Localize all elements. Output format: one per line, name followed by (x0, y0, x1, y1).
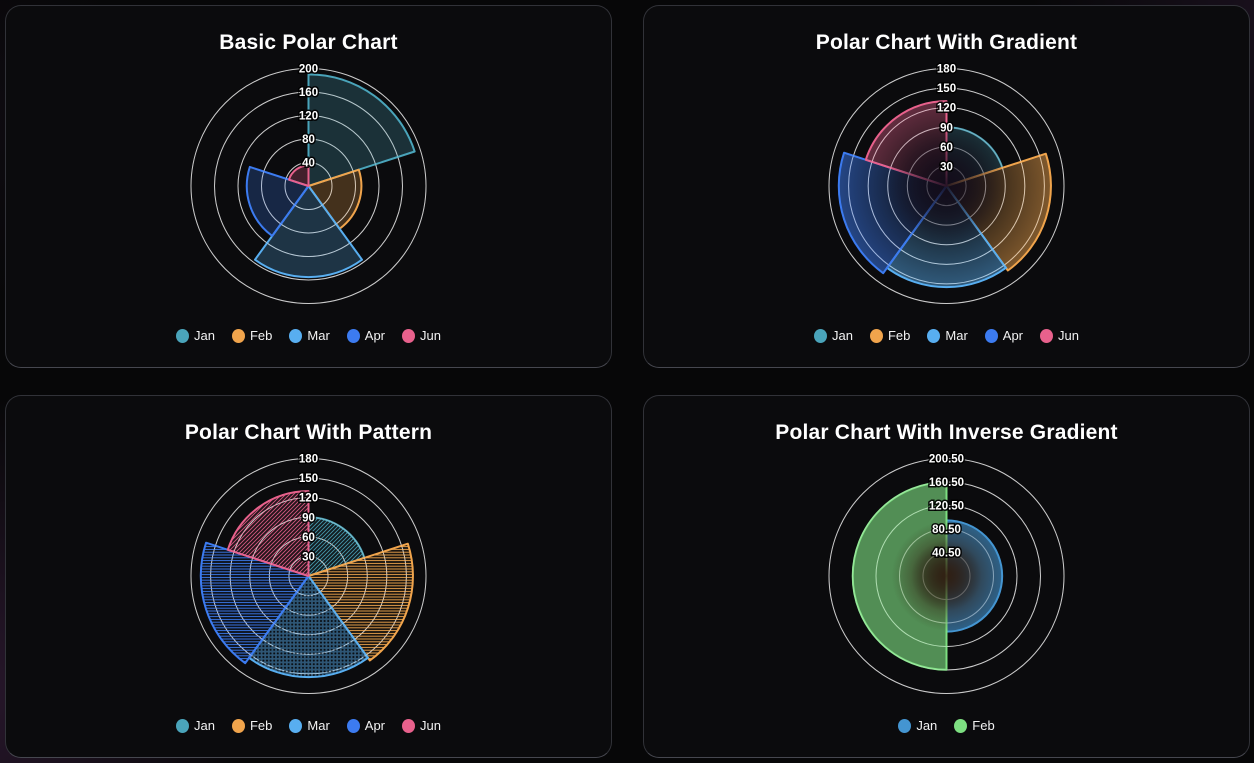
legend-item-jan[interactable]: Jan (814, 328, 853, 343)
legend-marker-feb (869, 328, 883, 343)
polar-chart-canvas-3[interactable]: 40.50 80.50 120.50 160.50 200.50 (644, 450, 1249, 702)
polar-chart-canvas-0[interactable]: 40 80 120 160 200 (6, 60, 611, 312)
legend-marker-apr (984, 328, 998, 343)
legend-item-apr[interactable]: Apr (346, 718, 386, 733)
legend-label: Feb (972, 718, 995, 733)
legend-item-jan[interactable]: Jan (898, 718, 937, 733)
polar-plot-gradient: 30 60 90 120 150 180 (644, 60, 1249, 312)
legend-marker-jan (898, 718, 912, 733)
polar-plot-basic: 40 80 120 160 200 (6, 60, 611, 312)
radial-tick-label: 200 (299, 64, 318, 76)
legend-marker-jan (176, 328, 190, 343)
radial-tick-label: 150 (937, 83, 956, 95)
legend-marker-mar (289, 718, 303, 733)
legend-label: Jan (194, 718, 215, 733)
polar-chart-canvas-2[interactable]: 30 60 90 120 150 180 (6, 450, 611, 702)
legend-inverse-gradient: Jan Feb (898, 718, 995, 733)
legend-label: Apr (364, 718, 386, 733)
legend-label: Jun (1058, 328, 1079, 343)
card-pattern-polar-chart: Polar Chart With Pattern 30 60 90 120 150 180… (5, 395, 612, 758)
radial-tick-label: 30 (302, 551, 315, 563)
radial-tick-label: 60 (302, 532, 315, 544)
radial-tick-label: 90 (940, 122, 953, 134)
legend-item-apr[interactable]: Apr (984, 328, 1024, 343)
radial-tick-label: 90 (302, 512, 315, 524)
radial-tick-label: 120.50 (929, 501, 964, 513)
radial-tick-label: 200.50 (929, 454, 964, 466)
radial-tick-label: 160 (299, 87, 318, 99)
legend-item-mar[interactable]: Mar (289, 718, 330, 733)
legend-item-jan[interactable]: Jan (176, 718, 215, 733)
radial-tick-label: 80.50 (932, 524, 961, 536)
radial-tick-label: 150 (299, 473, 318, 485)
legend-label: Apr (364, 328, 386, 343)
radial-tick-label: 120 (299, 493, 318, 505)
radial-tick-label: 180 (937, 64, 956, 76)
chart-title-basic: Basic Polar Chart (219, 31, 398, 54)
legend-marker-feb (231, 718, 245, 733)
legend-marker-jan (176, 718, 190, 733)
legend-label: Feb (249, 328, 273, 343)
legend-marker-mar (927, 328, 941, 343)
chart-title-inverse-gradient: Polar Chart With Inverse Gradient (775, 421, 1118, 444)
legend-item-jun[interactable]: Jun (402, 328, 441, 343)
legend-item-jun[interactable]: Jun (402, 718, 441, 733)
legend-label: Feb (249, 718, 273, 733)
legend-marker-jun (1040, 328, 1054, 343)
legend-item-mar[interactable]: Mar (289, 328, 330, 343)
legend-label: Mar (307, 328, 330, 343)
legend-marker-jun (402, 328, 416, 343)
polar-plot-pattern: 30 60 90 120 150 180 (6, 450, 611, 702)
legend-label: Jan (194, 328, 215, 343)
radial-tick-label: 30 (940, 161, 953, 173)
chart-title-gradient: Polar Chart With Gradient (815, 31, 1078, 54)
legend-label: Mar (307, 718, 330, 733)
legend-item-feb[interactable]: Feb (231, 718, 273, 733)
legend-label: Jan (832, 328, 853, 343)
legend-item-mar[interactable]: Mar (927, 328, 968, 343)
legend-item-feb[interactable]: Feb (869, 328, 911, 343)
card-basic-polar-chart: Basic Polar Chart 40 80 120 160 200 Jan Feb Ma… (5, 5, 612, 368)
legend-label: Jan (916, 718, 938, 733)
legend-item-jun[interactable]: Jun (1040, 328, 1079, 343)
radial-tick-label: 180 (299, 454, 318, 466)
radial-tick-label: 120 (299, 111, 318, 123)
legend-item-jan[interactable]: Jan (176, 328, 215, 343)
legend-marker-feb (231, 328, 245, 343)
legend-marker-mar (289, 328, 303, 343)
radial-tick-label: 60 (940, 142, 953, 154)
radial-tick-label: 160.50 (929, 477, 964, 489)
legend-label: Apr (1002, 328, 1024, 343)
legend-marker-jun (402, 718, 416, 733)
legend-marker-apr (346, 328, 360, 343)
radial-tick-label: 120 (937, 103, 956, 115)
legend-marker-feb (954, 718, 968, 733)
legend-marker-apr (346, 718, 360, 733)
polar-chart-canvas-1[interactable]: 30 60 90 120 150 180 (644, 60, 1249, 312)
legend-item-feb[interactable]: Feb (231, 328, 273, 343)
legend-marker-jan (814, 328, 828, 343)
legend-label: Feb (887, 328, 911, 343)
radial-tick-label: 40.50 (932, 548, 961, 560)
card-gradient-polar-chart: Polar Chart With Gradient 30 60 90 120 150 18… (643, 5, 1250, 368)
legend-item-feb[interactable]: Feb (954, 718, 995, 733)
legend-label: Jun (420, 718, 441, 733)
legend-gradient: Jan Feb Mar Apr Jun (814, 328, 1079, 343)
radial-tick-label: 40 (302, 158, 315, 170)
chart-title-pattern: Polar Chart With Pattern (184, 421, 433, 444)
legend-label: Jun (420, 328, 441, 343)
legend-item-apr[interactable]: Apr (346, 328, 386, 343)
legend-pattern: Jan Feb Mar Apr Jun (176, 718, 441, 733)
radial-tick-label: 80 (302, 134, 315, 146)
legend-basic: Jan Feb Mar Apr Jun (176, 328, 441, 343)
legend-label: Mar (945, 328, 968, 343)
polar-plot-inverse-gradient: 40.50 80.50 120.50 160.50 200.50 (644, 450, 1249, 702)
card-inverse-gradient-polar-chart: Polar Chart With Inverse Gradient 40.50 8… (643, 395, 1250, 758)
